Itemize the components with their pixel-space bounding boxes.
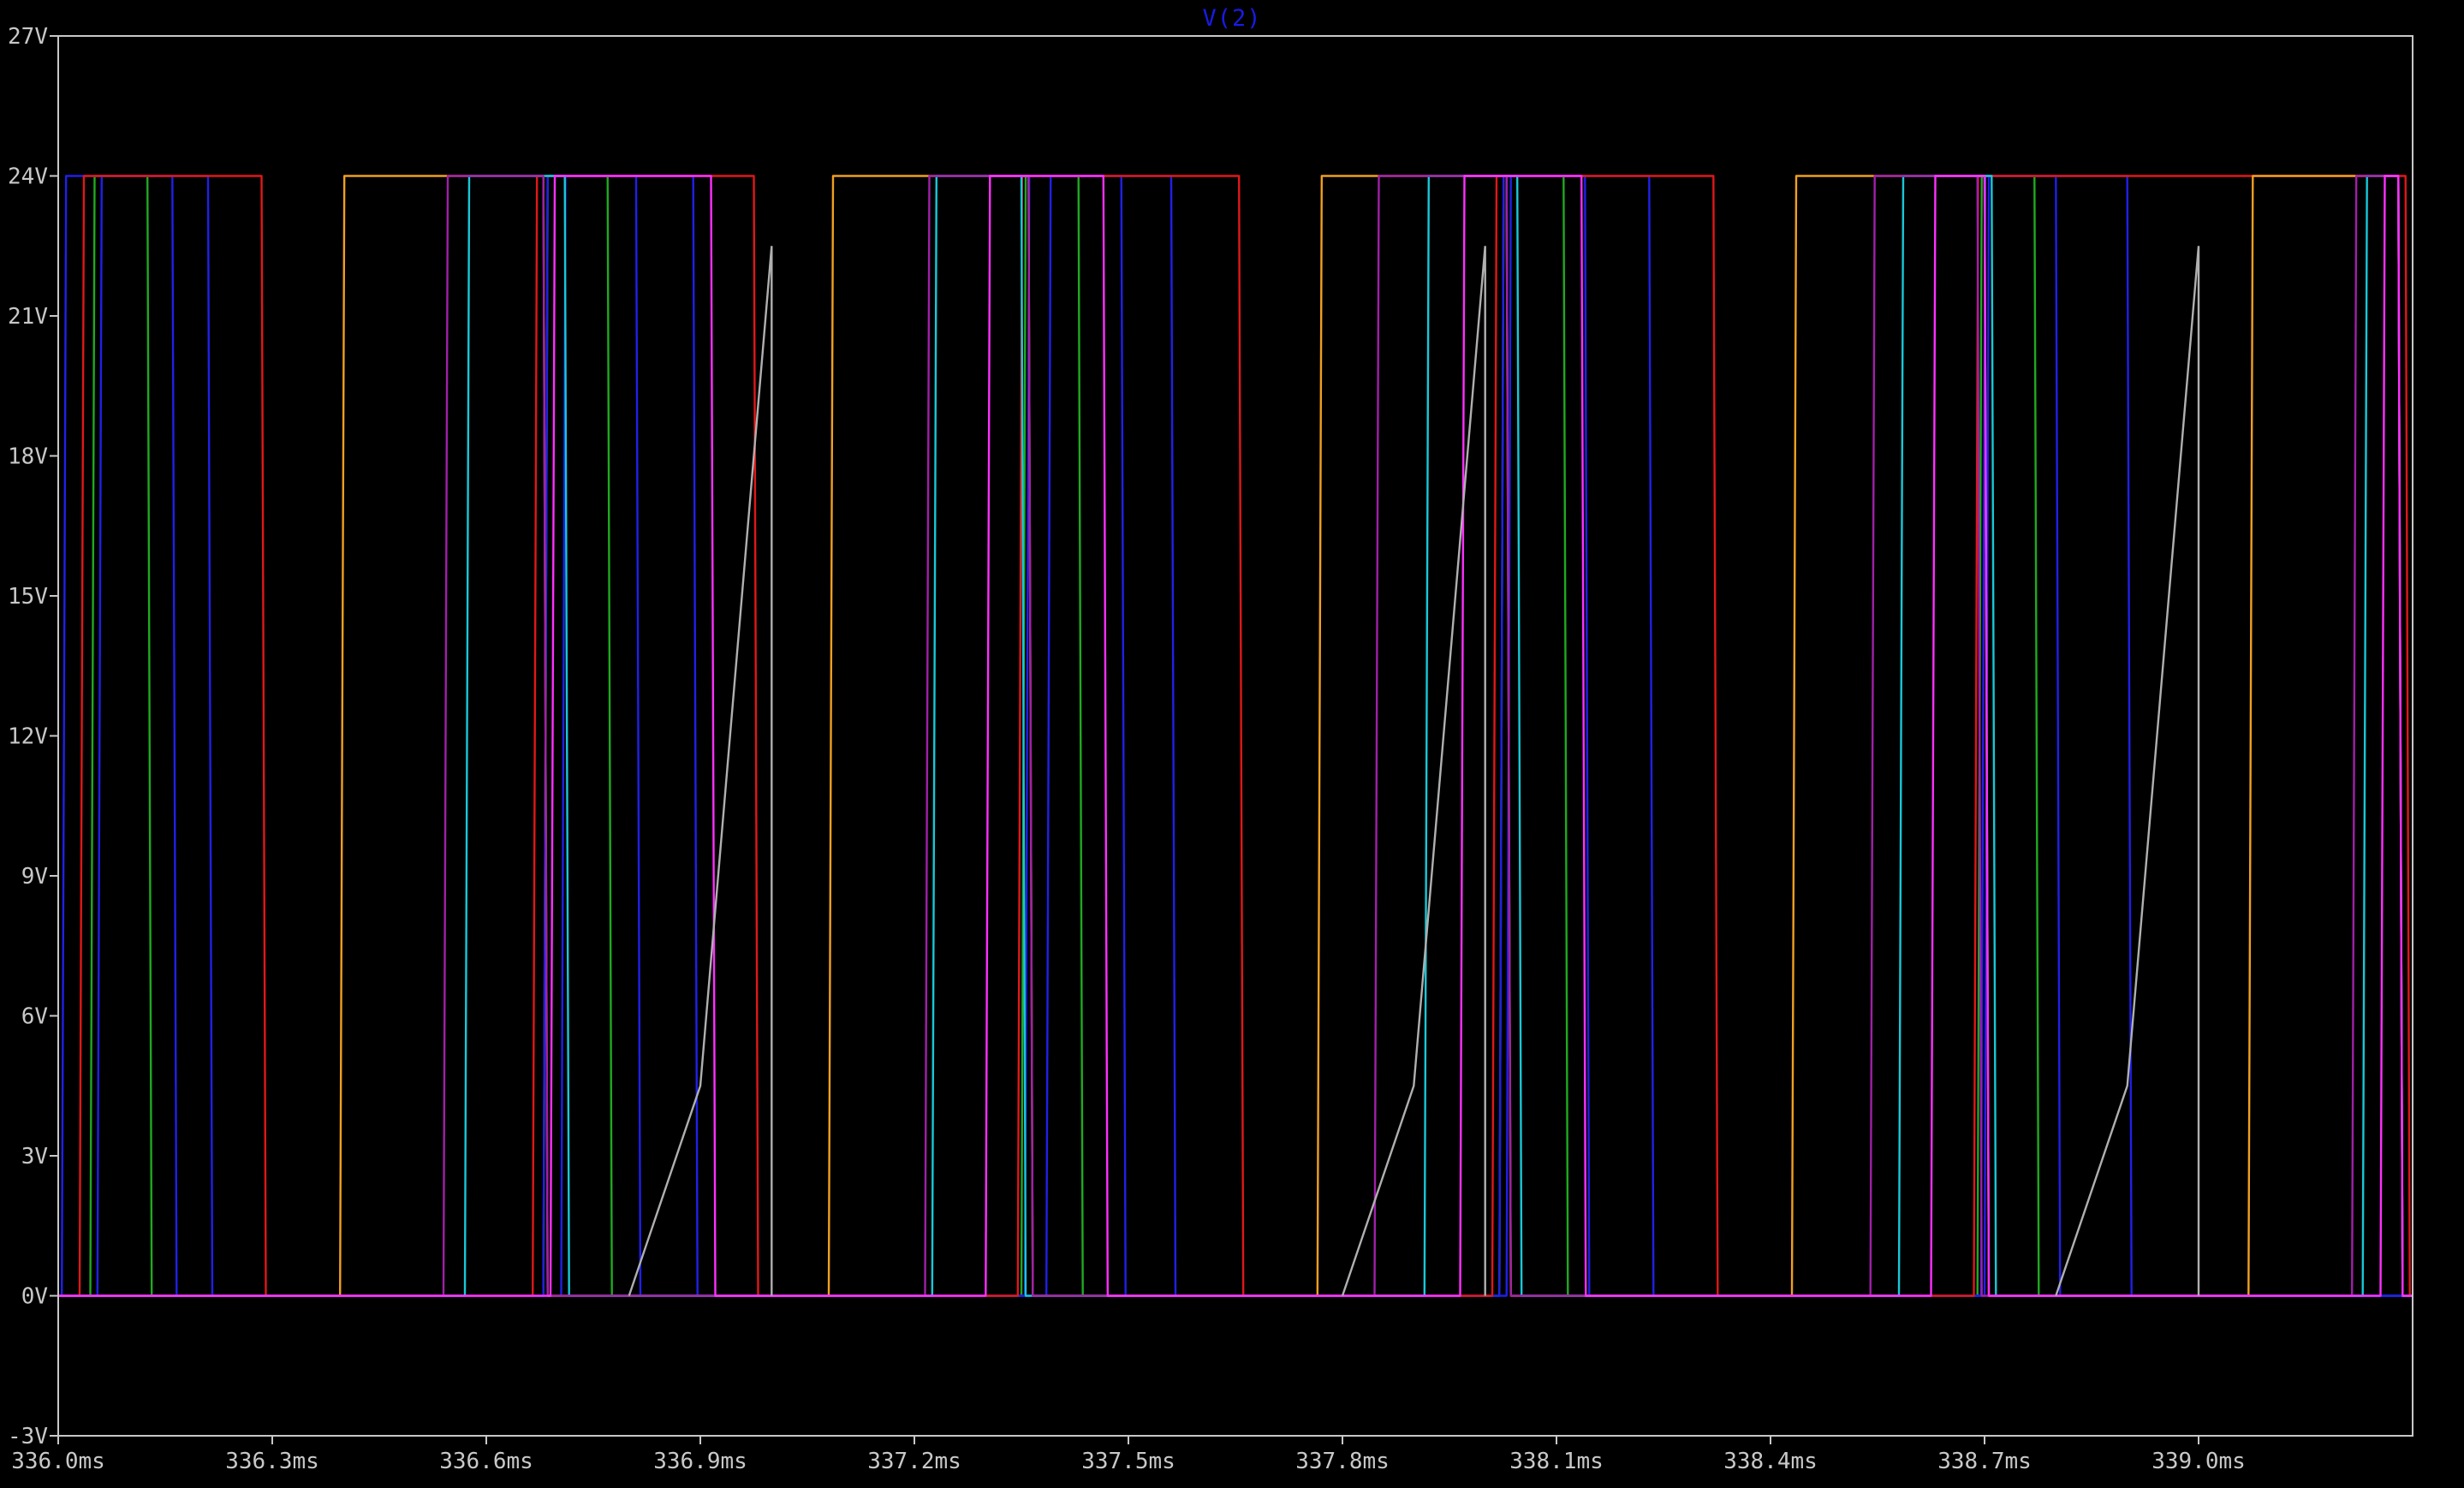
y-tick-label: 12V: [8, 724, 48, 750]
trace-gray-ramp: [2055, 246, 2200, 1296]
y-tick-label: 9V: [21, 864, 48, 890]
y-tick-label: 0V: [21, 1284, 48, 1310]
trace-purple: [58, 175, 2413, 1297]
y-tick-label: -3V: [8, 1424, 48, 1449]
y-tick-label: 3V: [21, 1144, 48, 1170]
traces-layer: [58, 175, 2413, 1297]
y-tick-label: 6V: [21, 1004, 48, 1030]
x-tick-label: 338.7ms: [1937, 1449, 2032, 1474]
trace-gray-ramp: [628, 246, 773, 1296]
trace-red: [58, 175, 2413, 1297]
x-tick-label: 336.3ms: [225, 1449, 319, 1474]
y-tick-label: 27V: [8, 24, 48, 50]
x-tick-label: 336.0ms: [11, 1449, 105, 1474]
y-tick-label: 21V: [8, 304, 48, 330]
y-tick-label: 24V: [8, 164, 48, 190]
trace-gray-ramp: [1341, 246, 1486, 1296]
trace-label-v2[interactable]: V(2): [1202, 5, 1262, 32]
x-tick-label: 337.8ms: [1295, 1449, 1390, 1474]
y-tick-label: 15V: [8, 584, 48, 610]
trace-blue: [58, 175, 2413, 1297]
trace-magenta: [58, 175, 2413, 1297]
x-tick-label: 337.2ms: [867, 1449, 961, 1474]
x-tick-label: 336.6ms: [439, 1449, 533, 1474]
x-tick-label: 339.0ms: [2152, 1449, 2246, 1474]
x-tick-label: 336.9ms: [653, 1449, 747, 1474]
axes-layer: -3V 0V 3V 6V 9V 12V 15V 18V 21V 24V 27V 336.0ms 336.…: [8, 24, 2413, 1474]
y-tick-label: 18V: [8, 444, 48, 470]
x-tick-label: 338.1ms: [1509, 1449, 1604, 1474]
x-tick-label: 338.4ms: [1723, 1449, 1818, 1474]
x-tick-label: 337.5ms: [1081, 1449, 1175, 1474]
